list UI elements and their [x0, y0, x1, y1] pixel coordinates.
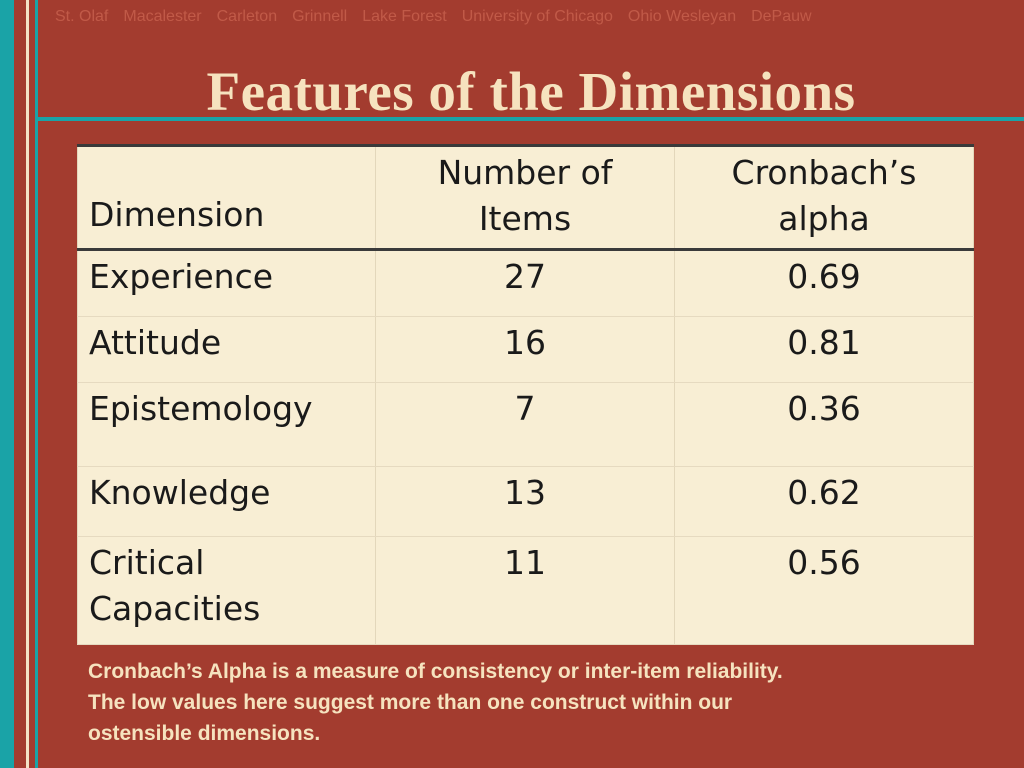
nav-item-lake-forest[interactable]: Lake Forest — [362, 8, 447, 25]
left-teal-stripe — [0, 0, 14, 768]
header-cronbach-alpha: Cronbach’s alpha — [674, 144, 974, 251]
header-dimension-label: Dimension — [89, 195, 265, 234]
footnote-line1: Cronbach’s Alpha is a measure of consist… — [88, 660, 783, 683]
nav-item-carleton[interactable]: Carleton — [216, 8, 278, 25]
cell-alpha: 0.62 — [674, 466, 974, 537]
nav-item-ohio-wesleyan[interactable]: Ohio Wesleyan — [627, 8, 737, 25]
cell-dimension: Critical Capacities — [77, 536, 376, 645]
nav-item-grinnell[interactable]: Grinnell — [292, 8, 348, 25]
cell-dimension-line2: Capacities — [89, 589, 261, 628]
cell-items: 16 — [375, 316, 675, 383]
cell-items: 27 — [375, 249, 675, 317]
college-nav: St. Olaf Macalester Carleton Grinnell La… — [55, 8, 827, 26]
table-row: Critical Capacities 11 0.56 — [77, 536, 974, 645]
cell-items: 7 — [375, 382, 675, 467]
table-header-row: Dimension Number of Items Cronbach’s alp… — [77, 144, 974, 251]
nav-item-st-olaf[interactable]: St. Olaf — [55, 8, 109, 25]
table-row: Epistemology 7 0.36 — [77, 382, 974, 467]
cell-alpha: 0.81 — [674, 316, 974, 383]
cell-alpha: 0.36 — [674, 382, 974, 467]
left-cream-stripe — [26, 0, 29, 768]
cell-items: 11 — [375, 536, 675, 645]
nav-item-university-of-chicago[interactable]: University of Chicago — [461, 8, 613, 25]
footnote: Cronbach’s Alpha is a measure of consist… — [88, 656, 968, 749]
cell-items: 13 — [375, 466, 675, 537]
nav-item-depauw[interactable]: DePauw — [751, 8, 812, 25]
dimensions-table: Dimension Number of Items Cronbach’s alp… — [77, 144, 974, 645]
table-row: Experience 27 0.69 — [77, 249, 974, 317]
left-teal-stripe-inner — [35, 0, 38, 768]
header-number-of-items: Number of Items — [375, 144, 675, 251]
header-dimension: Dimension — [77, 144, 376, 251]
slide-title: Features of the Dimensions — [206, 61, 856, 122]
header-number-line1: Number of — [437, 153, 613, 192]
header-number-line2: Items — [478, 199, 572, 238]
left-red-stripe — [14, 0, 26, 768]
footnote-line3: ostensible dimensions. — [88, 722, 321, 745]
cell-alpha: 0.56 — [674, 536, 974, 645]
cell-dimension: Knowledge — [77, 466, 376, 537]
title-divider — [38, 117, 1024, 121]
table-row: Knowledge 13 0.62 — [77, 466, 974, 537]
cell-dimension: Attitude — [77, 316, 376, 383]
cell-dimension-line1: Critical — [89, 543, 205, 582]
cell-alpha: 0.69 — [674, 249, 974, 317]
nav-item-macalester[interactable]: Macalester — [123, 8, 202, 25]
cell-dimension: Epistemology — [77, 382, 376, 467]
header-alpha-line1: Cronbach’s — [731, 153, 917, 192]
left-red-stripe-inner — [29, 0, 35, 768]
table-row: Attitude 16 0.81 — [77, 316, 974, 383]
footnote-line2: The low values here suggest more than on… — [88, 691, 733, 714]
header-alpha-line2: alpha — [778, 199, 870, 238]
cell-dimension: Experience — [77, 249, 376, 317]
